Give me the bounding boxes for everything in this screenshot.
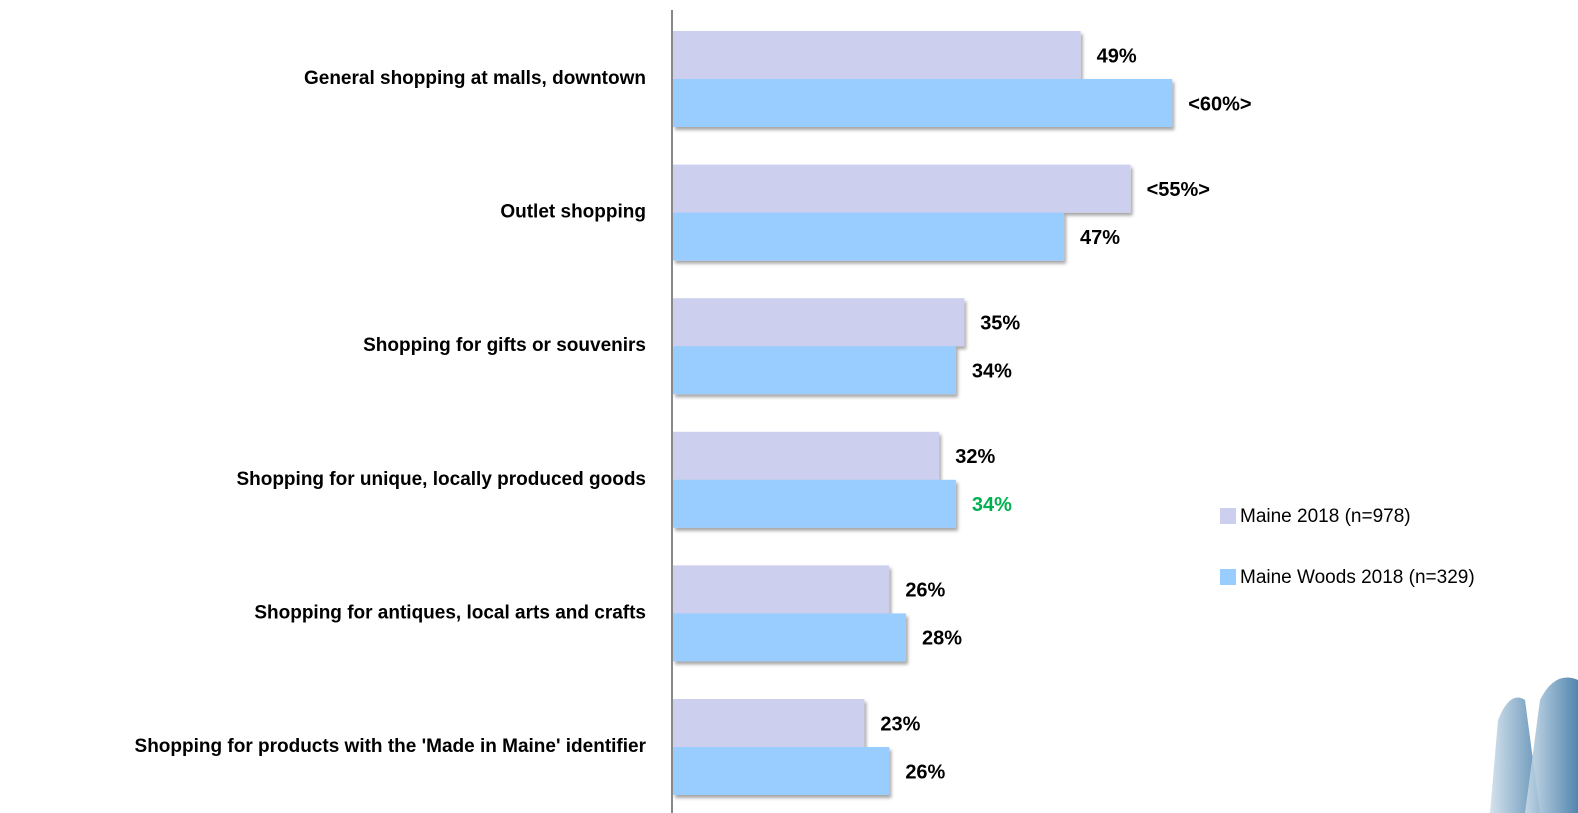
value-label: <60%>: [1188, 93, 1251, 115]
legend-swatch: [1220, 508, 1236, 524]
legend-swatch: [1220, 569, 1236, 585]
value-label: 49%: [1097, 45, 1137, 67]
category-label: Shopping for unique, locally produced go…: [236, 469, 646, 490]
category-label: Shopping for gifts or souvenirs: [363, 335, 646, 356]
category-label: Shopping for antiques, local arts and cr…: [254, 602, 646, 623]
bar: [673, 431, 940, 480]
bar: [673, 346, 956, 395]
value-label: 28%: [922, 628, 962, 650]
value-label: 26%: [905, 580, 945, 602]
bar: [673, 479, 956, 528]
category-label: Shopping for products with the 'Made in …: [135, 736, 647, 757]
value-label: 35%: [980, 312, 1020, 334]
bar: [673, 298, 965, 347]
bar: [673, 747, 890, 795]
decoration: [1490, 677, 1578, 813]
value-label: 47%: [1080, 227, 1120, 249]
bar: [673, 565, 890, 614]
bar: [673, 79, 1173, 127]
legend-label: Maine 2018 (n=978): [1240, 506, 1411, 527]
bar: [673, 31, 1081, 79]
bar: [673, 212, 1065, 261]
bar: [673, 699, 865, 747]
legend-label: Maine Woods 2018 (n=329): [1240, 567, 1475, 588]
value-label: 26%: [905, 761, 945, 783]
value-label: 34%: [972, 360, 1012, 382]
bar: [673, 613, 906, 662]
bar: [673, 164, 1131, 213]
value-label: 34%: [972, 494, 1012, 516]
value-label: <55%>: [1147, 179, 1210, 201]
value-label: 32%: [955, 446, 995, 468]
value-label: 23%: [880, 713, 920, 735]
category-label: Outlet shopping: [500, 202, 646, 223]
category-label: General shopping at malls, downtown: [304, 68, 646, 89]
